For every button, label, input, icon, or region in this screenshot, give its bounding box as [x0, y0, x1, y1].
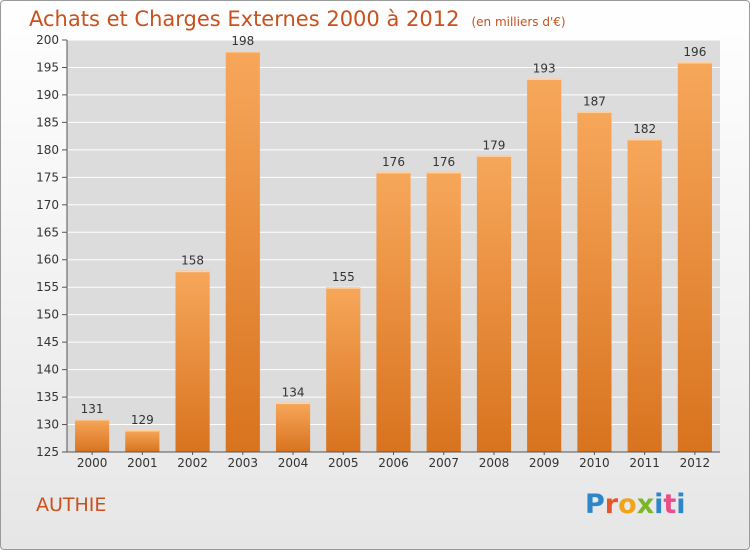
bar	[577, 111, 612, 452]
y-tick-label: 165	[36, 225, 59, 239]
x-axis: 2000 2001 2002 2003 2004 2005 2006 2007 2008 2009…	[67, 451, 720, 470]
y-tick-label: 135	[36, 390, 59, 404]
x-tick-label: 2005	[328, 456, 359, 470]
bar-value-label: 176	[432, 155, 455, 169]
y-tick-label: 200	[36, 33, 59, 47]
bar	[75, 419, 110, 452]
logo-letter: o	[618, 489, 637, 520]
x-tick-label: 2010	[579, 456, 610, 470]
x-tick-label: 2009	[529, 456, 560, 470]
value-labels: 131 129 158 198 134 155 176 176 179 193 187 182 196	[81, 34, 707, 427]
bar-highlight	[627, 138, 662, 141]
x-tick-label: 2006	[378, 456, 409, 470]
x-tick-label: 2001	[127, 456, 158, 470]
x-tick-label: 2004	[278, 456, 309, 470]
bar-value-label: 198	[231, 34, 254, 48]
bar-highlight	[326, 287, 361, 289]
x-tick-label: 2002	[177, 456, 208, 470]
x-tick-label: 2007	[428, 456, 459, 470]
bar-highlight	[426, 171, 461, 174]
bar	[476, 155, 512, 453]
x-tick-label: 2011	[629, 456, 660, 470]
x-tick-label: 2008	[479, 456, 510, 470]
logo-letter: x	[636, 489, 655, 520]
bar-highlight	[225, 50, 260, 53]
y-tick-label: 160	[36, 253, 59, 267]
logo-letter: r	[604, 489, 619, 520]
bar-value-label: 176	[382, 155, 405, 169]
chart-title-text: Achats et Charges Externes 2000 à 2012	[29, 7, 460, 31]
bar-highlight	[527, 78, 562, 80]
bar	[426, 171, 461, 452]
bar-highlight	[677, 61, 712, 64]
bar-value-label: 182	[633, 122, 656, 136]
y-tick-label: 190	[36, 88, 59, 102]
bar-value-label: 158	[181, 254, 204, 268]
proxiti-logo: Proxiti	[585, 489, 686, 520]
bar	[175, 270, 210, 452]
y-tick-label: 195	[36, 60, 59, 74]
y-tick-label: 125	[36, 445, 59, 459]
bar-value-label: 179	[483, 138, 506, 152]
bar-highlight	[577, 111, 612, 113]
y-tick-label: 130	[36, 418, 59, 432]
bar-value-label: 134	[282, 386, 305, 400]
x-tick-label: 2012	[680, 456, 711, 470]
logo-letter: i	[676, 489, 686, 520]
y-tick-label: 175	[36, 170, 59, 184]
y-tick-label: 170	[36, 198, 59, 212]
logo-letter: i	[654, 489, 664, 520]
bar-highlight	[275, 402, 311, 405]
bar	[275, 402, 311, 452]
y-tick-label: 155	[36, 280, 59, 294]
y-axis: 125 130 135 140 145 150 155 160 165 170 175 180 185 1…	[36, 33, 68, 459]
bar-value-label: 155	[332, 270, 355, 284]
logo-letter: P	[585, 489, 605, 520]
place-name: AUTHIE	[36, 494, 107, 516]
y-tick-label: 185	[36, 115, 59, 129]
y-tick-label: 145	[36, 335, 59, 349]
bar-highlight	[125, 430, 160, 432]
logo-letter: t	[663, 489, 677, 520]
bar-value-label: 187	[583, 94, 606, 108]
chart-title: Achats et Charges Externes 2000 à 2012 (e…	[29, 7, 566, 31]
bar-value-label: 129	[131, 413, 154, 427]
x-tick-label: 2000	[77, 456, 108, 470]
bar-highlight	[376, 171, 411, 174]
bar-highlight	[75, 419, 110, 421]
chart-subtitle: (en milliers d'€)	[471, 15, 566, 29]
bar	[527, 78, 562, 452]
bar	[376, 171, 411, 452]
bar-highlight	[476, 155, 512, 157]
bar	[125, 430, 160, 452]
bars	[75, 50, 712, 453]
bar-value-label: 193	[533, 61, 556, 75]
y-tick-label: 150	[36, 308, 59, 322]
bar	[677, 61, 712, 453]
y-tick-label: 140	[36, 363, 59, 377]
y-tick-label: 180	[36, 143, 59, 157]
bar	[225, 50, 260, 453]
bar	[627, 138, 662, 452]
bar	[326, 287, 361, 452]
bar-highlight	[175, 270, 210, 273]
bar-value-label: 131	[81, 402, 104, 416]
bar-value-label: 196	[683, 45, 706, 59]
x-tick-label: 2003	[228, 456, 259, 470]
